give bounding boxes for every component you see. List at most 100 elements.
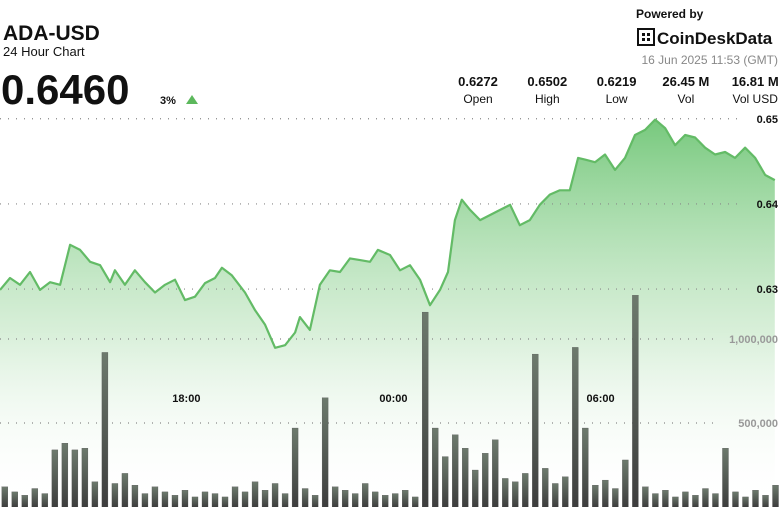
volume-bar: [231, 486, 239, 507]
volume-bar: [241, 491, 249, 507]
area-layer: [0, 119, 775, 507]
volume-bar: [291, 427, 299, 507]
stat-label: Open: [463, 92, 492, 106]
volume-bar: [712, 493, 719, 507]
brand-name: CoinDeskData: [657, 29, 773, 48]
volume-bar: [271, 483, 279, 507]
volume-bar: [351, 493, 359, 507]
volume-bar: [331, 486, 339, 507]
volume-bar: [502, 478, 509, 507]
volume-bar: [41, 493, 49, 507]
volume-bar: [482, 453, 489, 507]
volume-bar: [622, 459, 629, 507]
volume-bar: [161, 491, 169, 507]
y-tick-label: 0.64: [757, 199, 779, 211]
chart-subtitle: 24 Hour Chart: [3, 44, 85, 59]
volume-bar: [632, 295, 639, 507]
volume-bar: [672, 496, 679, 507]
stat-value: 0.6219: [597, 74, 637, 89]
volume-bar: [412, 496, 419, 507]
y-tick-label: 0.65: [757, 114, 778, 126]
volume-bar: [111, 483, 119, 507]
volume-bar: [762, 495, 769, 507]
volume-bar: [221, 496, 229, 507]
price-area: [0, 119, 775, 507]
header: ADA-USD 24 Hour Chart 0.6460 3% Powered …: [1, 7, 778, 113]
x-tick-label: 06:00: [586, 393, 614, 405]
y2-tick-label: 1,000,000: [729, 334, 778, 346]
volume-bar: [191, 496, 199, 507]
stat-value: 0.6502: [527, 74, 567, 89]
volume-bar: [372, 491, 379, 507]
volume-bar: [582, 427, 589, 507]
volume-bar: [522, 473, 529, 507]
volume-bar: [61, 443, 69, 507]
volume-bar: [552, 483, 559, 507]
volume-bar: [301, 488, 309, 507]
volume-bar: [452, 434, 459, 507]
volume-bar: [442, 456, 449, 507]
volume-bar: [642, 486, 649, 507]
up-arrow: [186, 95, 198, 104]
axis-labels: 0.65 0.64 0.63 1,000,000 500,000 18:00 00:00 06…: [172, 114, 779, 430]
volume-bar: [682, 491, 689, 507]
symbol-title: ADA-USD: [3, 22, 100, 45]
volume-bar: [692, 495, 699, 507]
stats: 0.6272 Open 0.6502 High 0.6219 Low 26.45 M Vol 1…: [458, 74, 779, 106]
volume-bar: [422, 311, 429, 507]
volume-bar: [181, 490, 189, 507]
volume-bar: [382, 495, 389, 507]
volume-bar: [121, 473, 129, 507]
volume-bar: [592, 485, 599, 507]
x-tick-label: 00:00: [379, 393, 407, 405]
volume-bar: [702, 488, 709, 507]
brand-icon: [637, 28, 655, 46]
volume-bar: [321, 397, 329, 507]
volume-bar: [81, 448, 89, 507]
volume-bar: [752, 490, 759, 507]
y2-tick-label: 500,000: [738, 418, 778, 430]
volume-bar: [602, 479, 609, 507]
volume-bar: [11, 491, 18, 507]
volume-bar: [211, 493, 219, 507]
plot-area: 0.65 0.64 0.63 1,000,000 500,000 18:00 00:00 06…: [0, 114, 779, 507]
volume-bar: [662, 490, 669, 507]
current-price: 0.6460: [1, 66, 129, 113]
y-tick-label: 0.63: [757, 284, 778, 296]
volume-bar: [542, 468, 549, 507]
volume-bar: [392, 493, 399, 507]
volume-bar: [402, 490, 409, 507]
volume-bar: [71, 449, 79, 507]
volume-bar: [261, 490, 269, 507]
volume-bar: [732, 491, 739, 507]
volume-bar: [532, 353, 539, 507]
volume-bar: [772, 485, 779, 507]
volume-bar: [462, 448, 469, 507]
powered-by: Powered by: [636, 7, 704, 21]
stat-label: Low: [606, 92, 628, 106]
volume-bar: [311, 495, 319, 507]
volume-bar: [151, 486, 159, 507]
volume-bar: [492, 439, 499, 507]
stat-label: Vol USD: [733, 92, 779, 106]
price-change: 3%: [160, 95, 176, 107]
volume-bar: [1, 486, 8, 507]
volume-bar: [51, 449, 59, 507]
volume-bar: [612, 488, 619, 507]
volume-bar: [101, 352, 109, 507]
volume-bar: [512, 481, 519, 507]
stat-value: 26.45 M: [662, 74, 709, 89]
volume-bar: [21, 495, 28, 507]
volume-bar: [472, 469, 479, 507]
stat-value: 0.6272: [458, 74, 498, 89]
volume-bar: [251, 481, 259, 507]
volume-bar: [341, 490, 349, 507]
volume-bar: [91, 481, 99, 507]
line-layer: [0, 118, 776, 349]
volume-bar: [652, 493, 659, 507]
timestamp: 16 Jun 2025 11:53 (GMT): [641, 53, 778, 67]
volume-bar: [141, 493, 149, 507]
volume-layer: [1, 295, 779, 507]
